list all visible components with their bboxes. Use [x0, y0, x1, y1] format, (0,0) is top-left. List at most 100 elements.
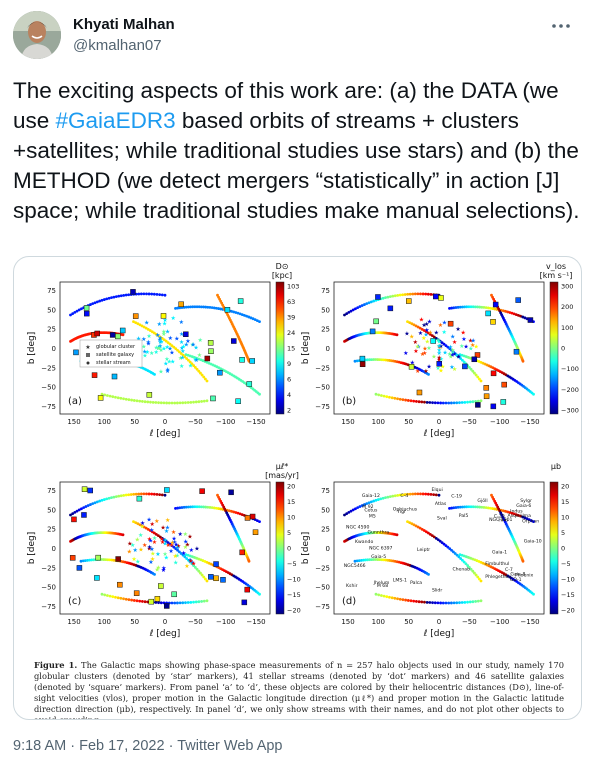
stream-point [467, 366, 471, 369]
stream-point [476, 575, 480, 579]
stream-point [219, 507, 223, 511]
avatar[interactable] [13, 11, 61, 59]
stream-point [188, 354, 192, 358]
stream-point [343, 513, 346, 517]
stream-point [455, 401, 459, 405]
tweet-source[interactable]: Twitter Web App [177, 738, 283, 754]
stream-point [143, 400, 147, 404]
stream-point [393, 596, 397, 600]
stream-point [176, 506, 180, 510]
y-tick-label: 75 [321, 487, 330, 495]
stream-point [168, 542, 172, 546]
stream-point [458, 305, 462, 309]
hashtag-link[interactable]: #GaiaEDR3 [55, 108, 176, 133]
satellite-galaxy-marker [416, 389, 423, 396]
stream-point [176, 348, 179, 352]
satellite-galaxy-marker [447, 320, 454, 327]
stream-point [460, 601, 464, 604]
stream-point [384, 496, 387, 500]
stream-point [469, 305, 473, 309]
stream-point [442, 342, 446, 346]
stream-point [438, 539, 442, 543]
stream-point [184, 401, 187, 405]
author-name[interactable]: Khyati Malhan [73, 16, 175, 33]
stream-point [484, 306, 488, 310]
stream-point [474, 573, 478, 577]
more-options-icon[interactable] [549, 17, 573, 35]
stream-point [411, 292, 415, 296]
tweet-date[interactable]: Feb 17, 2022 [79, 738, 165, 754]
stream-point [206, 305, 210, 309]
stream-point [188, 554, 192, 558]
satellite-galaxy-marker [500, 399, 507, 405]
stream-point [434, 493, 438, 497]
stream-point [163, 293, 167, 297]
stream-point [467, 566, 471, 569]
stream-point [396, 597, 399, 601]
colorbar-tick-label: −10 [287, 576, 301, 584]
stream-point [193, 305, 197, 309]
stream-point [367, 501, 371, 505]
globular-cluster-marker: ★ [188, 558, 193, 565]
stream-point [446, 345, 450, 349]
stream-point [460, 553, 464, 557]
satellite-galaxy-marker [148, 598, 154, 605]
tweet-time[interactable]: 9:18 AM [13, 738, 67, 754]
stream-point [393, 294, 397, 298]
colorbar-tick-label: −300 [561, 407, 579, 415]
colorbar-tick-label: 39 [287, 314, 295, 322]
stream-point [174, 547, 178, 551]
stream-name-label: Jhelum [373, 580, 390, 586]
y-tick-label: −75 [41, 403, 56, 411]
stream-point [460, 358, 464, 362]
stream-point [258, 320, 261, 323]
stream-point [178, 401, 182, 405]
globular-cluster-marker: ★ [184, 563, 189, 570]
globular-cluster-marker: ★ [449, 364, 454, 371]
globular-cluster-marker: ★ [404, 331, 409, 338]
globular-cluster-marker: ★ [165, 368, 170, 375]
globular-cluster-marker: ★ [153, 349, 158, 356]
stream-point [521, 559, 525, 563]
globular-cluster-marker: ★ [179, 319, 184, 326]
stream-name-label: C-19 [451, 494, 462, 500]
stream-point [114, 295, 118, 299]
stream-point [107, 296, 111, 300]
stream-point [466, 600, 469, 604]
stream-point [471, 400, 475, 404]
colorbar [549, 281, 559, 415]
stream-point [176, 548, 179, 552]
author-handle[interactable]: @kmalhan07 [73, 37, 162, 54]
satellite-galaxy-marker [199, 488, 205, 494]
stream-point [208, 306, 212, 309]
tweet-image[interactable]: ★ ★ ★ ★ ★ ★ ★ ★ ★ ★ ★ ★ ★ ★ ★ ★ ★ ★ ★ ★ ★ ★ ★ ★ ★ ★ ★ ★ ★ ★ ★ ★ ★ ★ ★ ★ ★ ★ ★ ★… [13, 256, 582, 720]
satellite-galaxy-marker [408, 364, 415, 370]
stream-point [197, 369, 201, 373]
stream-point [398, 597, 402, 601]
globular-cluster-marker: ★ [149, 521, 154, 528]
stream-point [510, 511, 514, 515]
stream-point [160, 536, 164, 540]
panel-label: (b) [342, 396, 356, 407]
stream-point [202, 305, 205, 309]
stream-point [199, 305, 203, 309]
x-tick-label: 150 [67, 618, 80, 626]
stream-point [71, 512, 75, 516]
globular-cluster-marker: ★ [132, 547, 137, 554]
stream-point [401, 398, 405, 402]
stream-point [384, 296, 387, 300]
stream-point [469, 505, 473, 509]
stream-point [71, 312, 75, 316]
globular-cluster-marker: ★ [184, 341, 189, 348]
stream-point [185, 557, 189, 560]
y-tick-label: 25 [47, 326, 56, 334]
stream-point [202, 599, 206, 603]
y-tick-label: −75 [315, 403, 330, 411]
globular-cluster-marker: ★ [165, 524, 170, 531]
globular-cluster-marker: ★ [426, 363, 431, 370]
stream-point [512, 312, 516, 316]
stream-point [419, 292, 422, 296]
stream-point [426, 531, 430, 535]
stream-point [420, 400, 424, 404]
stream-point [436, 401, 440, 405]
